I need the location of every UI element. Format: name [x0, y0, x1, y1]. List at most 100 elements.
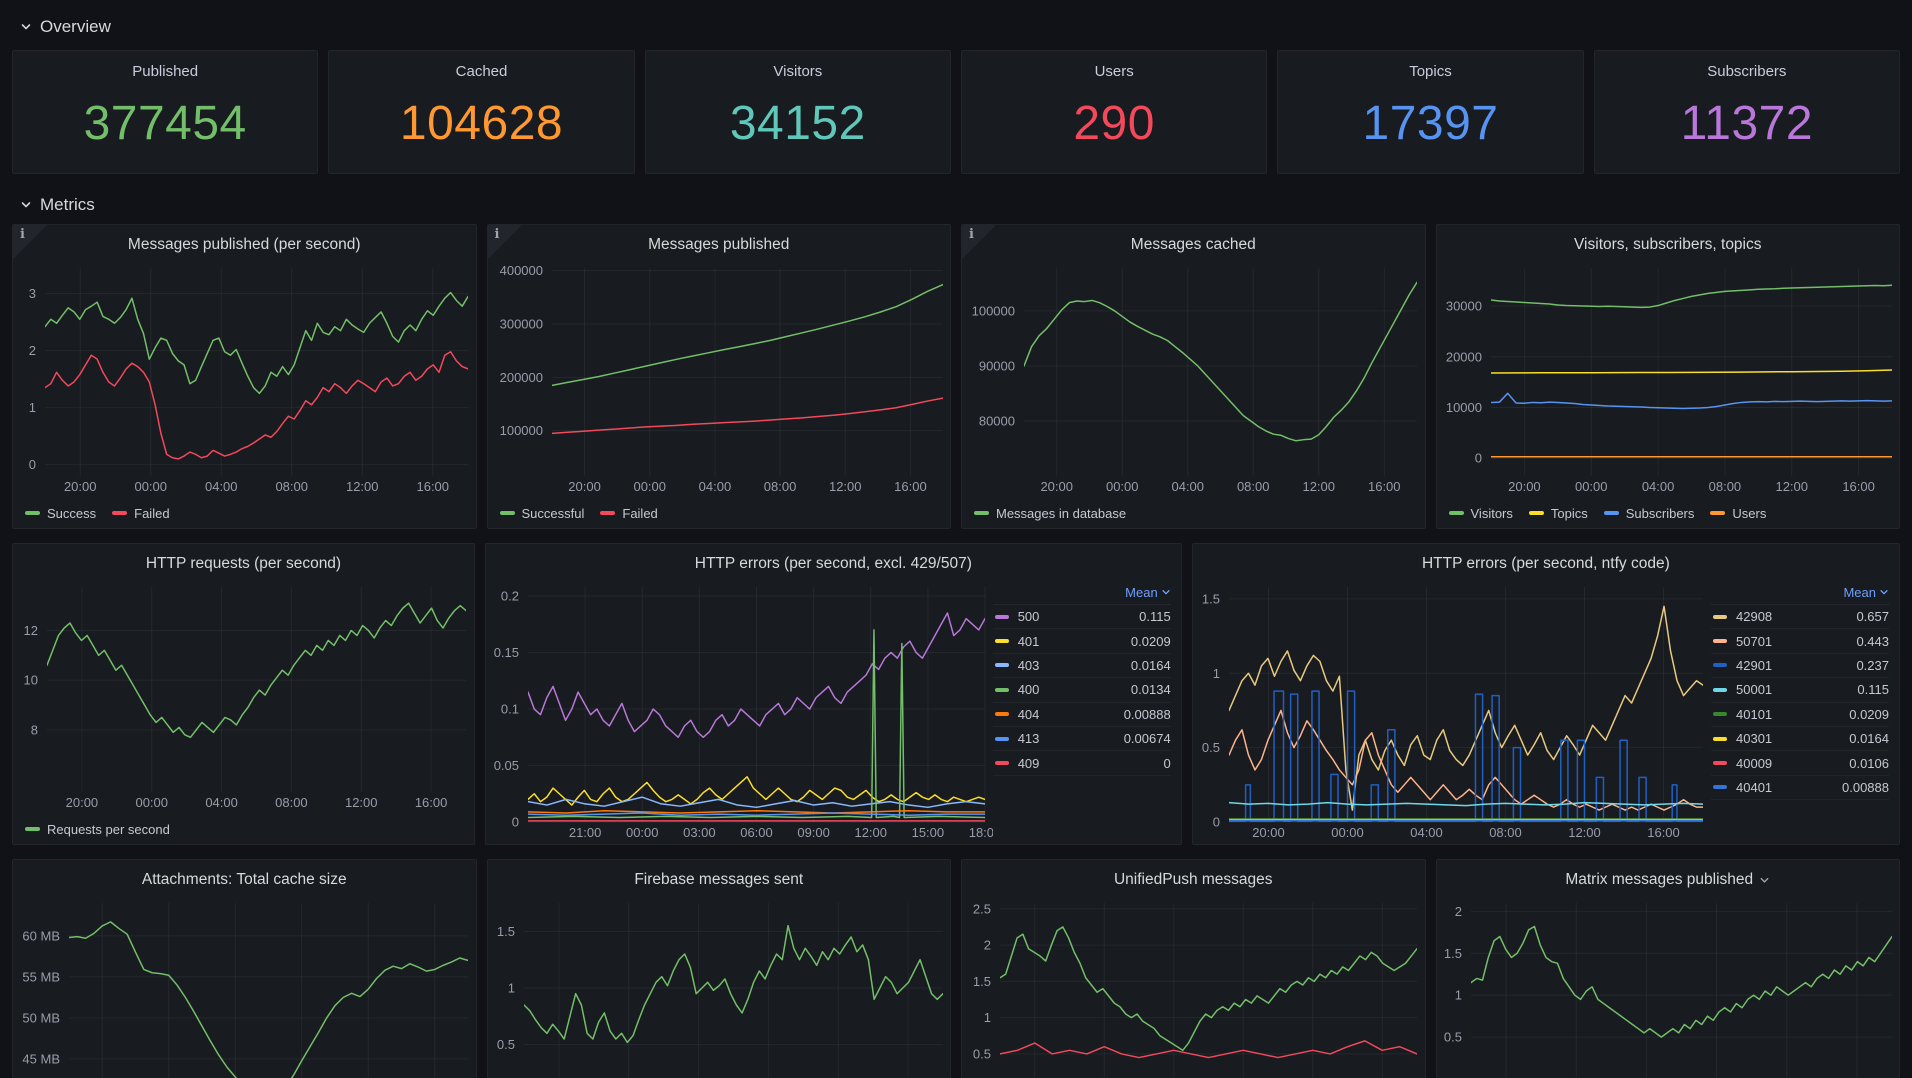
- legend-item-401[interactable]: 401 0.0209: [992, 629, 1171, 654]
- svg-text:1.5: 1.5: [1443, 946, 1461, 961]
- chart-canvas[interactable]: 20:00 00:00 04:00 08:00 12:00 16:00 100000 2000…: [488, 261, 951, 498]
- legend-item-40009[interactable]: 40009 0.0106: [1711, 751, 1889, 776]
- series-50001: [1228, 801, 1703, 807]
- chart-plot[interactable]: 20:00 00:00 04:00 08:00 12:00 16:00 0 10000 2000…: [1437, 261, 1900, 498]
- legend-item-failed[interactable]: Failed: [600, 506, 658, 521]
- chart-canvas[interactable]: 20:00 00:00 04:00 08:00 12:00 16:00 8 10 12: [13, 580, 474, 814]
- chart-plot[interactable]: 20:00 00:00 04:00 08:00 12:00 16:00 8 10 12: [13, 580, 474, 814]
- panel-title[interactable]: Messages published (per second): [13, 225, 476, 261]
- chart-plot[interactable]: 21:00 00:00 03:00 06:00 09:00 12:00 15:00 18: 0 0…: [486, 580, 993, 844]
- panel-messages-published-per-second: i Messages published (per second) 20:00 00:…: [12, 224, 477, 529]
- panel-body: 20:00 00:00 04:00 08:00 12:00 16:00 0 10000 2000…: [1437, 261, 1900, 528]
- chart-plot[interactable]: 20:00 00:00 04:00 08:00 12:00 16:00 80000 90000…: [962, 261, 1425, 498]
- legend-item-success[interactable]: Success: [25, 506, 96, 521]
- svg-text:1.5: 1.5: [1202, 591, 1220, 606]
- legend-item-40101[interactable]: 40101 0.0209: [1711, 703, 1889, 727]
- panel-title[interactable]: Matrix messages published: [1437, 860, 1900, 896]
- svg-text:15:00: 15:00: [912, 825, 945, 840]
- svg-text:08:00: 08:00: [763, 479, 796, 494]
- panel-title[interactable]: HTTP errors (per second, excl. 429/507): [486, 544, 1181, 580]
- legend-item-404[interactable]: 404 0.00888: [992, 703, 1171, 727]
- chart-plot[interactable]: 20:0000:0004:0008:0012:0016:000.511.522.…: [962, 896, 1425, 1078]
- stat-title: Visitors: [773, 63, 823, 80]
- legend-label: Visitors: [1470, 505, 1513, 521]
- legend-item-requests-per-second[interactable]: Requests per second: [25, 822, 170, 837]
- stat-row: Published 377454 Cached 104628 Visitors 34152…: [12, 50, 1900, 174]
- sort-chevron-icon: [1162, 590, 1170, 595]
- chart-canvas[interactable]: 20:00 00:00 04:00 08:00 12:00 16:00 0 10000 2000…: [1437, 261, 1900, 498]
- legend-item-50001[interactable]: 50001 0.115: [1711, 678, 1889, 703]
- legend-swatch: [25, 827, 40, 831]
- legend-item-42901[interactable]: 42901 0.237: [1711, 654, 1889, 679]
- svg-text:0.15: 0.15: [494, 645, 519, 660]
- series-successful: [551, 283, 943, 387]
- svg-text:0.5: 0.5: [1443, 1030, 1461, 1045]
- legend-item-40401[interactable]: 40401 0.00888: [1711, 776, 1889, 801]
- legend-item-409[interactable]: 409 0: [992, 751, 1171, 776]
- panel-title-text: HTTP errors (per second, ntfy code): [1421, 555, 1670, 572]
- panel-title[interactable]: HTTP errors (per second, ntfy code): [1193, 544, 1899, 580]
- chart-plot[interactable]: 20:00 00:00 04:00 08:00 12:00 16:00 100000 2000…: [488, 261, 951, 498]
- legend-item-visitors[interactable]: Visitors: [1448, 505, 1513, 521]
- legend-swatch: [994, 687, 1009, 692]
- chevron-down-icon: [21, 24, 31, 30]
- legend-item-topics[interactable]: Topics: [1528, 506, 1588, 521]
- panel-menu-chevron-icon[interactable]: [1759, 875, 1770, 886]
- svg-text:08:00: 08:00: [275, 795, 308, 810]
- chart-canvas[interactable]: 21:00 00:00 03:00 06:00 09:00 12:00 15:00 18: 00…: [486, 580, 993, 844]
- legend-item-40301[interactable]: 40301 0.0164: [1711, 727, 1889, 752]
- legend-swatch: [1713, 761, 1727, 766]
- svg-text:04:00: 04:00: [698, 479, 731, 494]
- svg-text:20:00: 20:00: [64, 479, 97, 494]
- legend-item-users[interactable]: Users: [1710, 506, 1766, 521]
- chart-canvas[interactable]: 20:00 00:00 04:00 08:00 12:00 16:00 0 1 2 3: [13, 261, 476, 498]
- chart-plot[interactable]: 20:00 00:00 04:00 08:00 12:00 16:00 0 1 2 3: [13, 261, 476, 498]
- panel-title-text: Firebase messages sent: [634, 871, 804, 888]
- legend-swatch: [994, 712, 1009, 717]
- svg-text:0.5: 0.5: [496, 1037, 514, 1052]
- panel-info-icon[interactable]: i: [487, 225, 522, 259]
- legend-label: 401: [1017, 633, 1040, 649]
- panel-title[interactable]: Messages published: [488, 225, 951, 261]
- legend-sort-mean[interactable]: Mean: [1125, 585, 1171, 600]
- legend-item-400[interactable]: 400 0.0134: [992, 678, 1171, 703]
- panel-title[interactable]: Visitors, subscribers, topics: [1437, 225, 1900, 261]
- legend-item-subscribers[interactable]: Subscribers: [1603, 506, 1694, 521]
- legend-item-messages-in-database[interactable]: Messages in database: [974, 506, 1126, 521]
- legend-item-failed[interactable]: Failed: [112, 506, 170, 521]
- panel-body: 20:00 00:00 04:00 08:00 12:00 16:00 100000 2000…: [488, 261, 951, 528]
- panel-title[interactable]: Messages cached: [962, 225, 1425, 261]
- svg-text:16:00: 16:00: [415, 795, 448, 810]
- legend-label: Success: [47, 505, 97, 521]
- panel-title[interactable]: Firebase messages sent: [488, 860, 951, 896]
- section-header-overview[interactable]: Overview: [12, 8, 1900, 46]
- legend-item-403[interactable]: 403 0.0164: [992, 654, 1171, 679]
- svg-text:1: 1: [1454, 988, 1461, 1003]
- svg-text:00:00: 00:00: [626, 825, 659, 840]
- panel-info-icon[interactable]: i: [13, 225, 47, 259]
- section-header-metrics[interactable]: Metrics: [12, 186, 1900, 224]
- legend-item-successful[interactable]: Successful: [499, 506, 584, 521]
- legend-sort-mean[interactable]: Mean: [1843, 585, 1889, 600]
- legend-item-42908[interactable]: 42908 0.657: [1711, 605, 1889, 630]
- panel-title[interactable]: Attachments: Total cache size: [13, 860, 476, 896]
- chart-canvas[interactable]: 20:0000:0004:0008:0012:0016:000.511.522.…: [962, 896, 1425, 1078]
- panel-info-icon[interactable]: i: [962, 225, 996, 259]
- panel-title[interactable]: UnifiedPush messages: [962, 860, 1425, 896]
- chart-canvas[interactable]: 20:00 00:00 04:00 08:00 12:00 16:00 80000 90000…: [962, 261, 1425, 498]
- legend-item-500[interactable]: 500 0.115: [992, 605, 1171, 630]
- chart-main: 21:00 00:00 03:00 06:00 09:00 12:00 15:00 18: 0 0…: [486, 580, 993, 844]
- legend-item-413[interactable]: 413 0.00674: [992, 727, 1171, 752]
- legend-item-50701[interactable]: 50701 0.443: [1711, 629, 1889, 654]
- chart-main: 20:00 00:00 04:00 08:00 12:00 16:00 8 10 12 Reque…: [13, 580, 474, 844]
- panel-title[interactable]: HTTP requests (per second): [13, 544, 474, 580]
